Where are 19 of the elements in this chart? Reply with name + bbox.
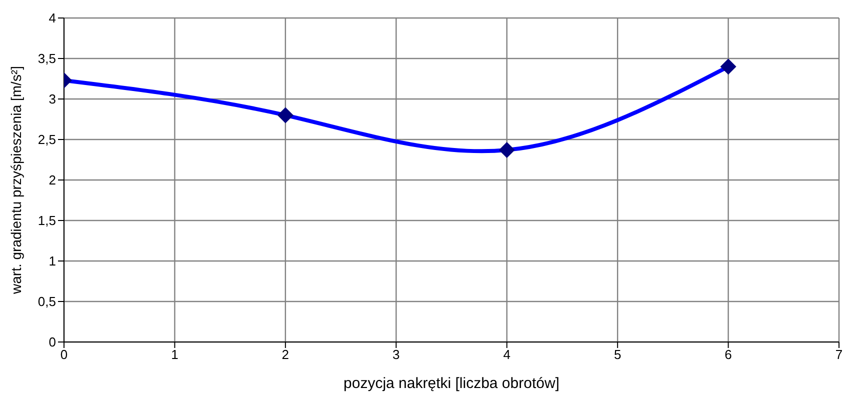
x-tick-label: 0	[60, 347, 68, 362]
x-tick-label: 7	[835, 347, 843, 362]
x-tick-label: 2	[282, 347, 290, 362]
y-tick-label: 4	[48, 10, 56, 26]
x-tick-label: 5	[614, 347, 622, 362]
x-tick-label: 1	[171, 347, 178, 362]
x-tick-label: 4	[503, 347, 510, 362]
x-axis-title: pozycja nakrętki [liczba obrotów]	[344, 375, 560, 392]
y-tick-label: 3,5	[38, 51, 56, 66]
x-tick-label: 3	[392, 347, 400, 362]
x-tick-label: 6	[724, 347, 732, 362]
y-tick-label: 0,5	[38, 294, 56, 310]
y-tick-label: 2,5	[38, 132, 56, 148]
y-tick-label: 1	[48, 254, 56, 269]
y-tick-label: 1,5	[38, 213, 56, 228]
y-tick-label: 2	[48, 172, 56, 188]
y-tick-label: 0	[48, 334, 56, 350]
y-axis-title: wart. gradientu przyśpieszenia [m/s²]	[8, 66, 24, 295]
y-tick-label: 3	[48, 92, 56, 107]
